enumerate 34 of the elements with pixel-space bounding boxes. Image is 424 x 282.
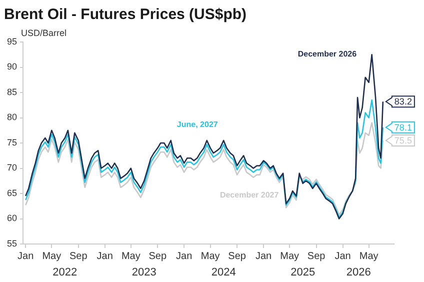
x-tick-label: May <box>200 250 220 262</box>
x-tick-label: Jan <box>96 250 113 262</box>
x-tick-label: Sep <box>307 250 326 262</box>
y-tick-label: 55 <box>6 238 18 248</box>
x-tick-label: Jan <box>176 250 192 262</box>
x-tick-label: May <box>280 250 300 262</box>
y-tick-label: 85 <box>6 86 18 97</box>
x-tick-label: May <box>359 250 378 262</box>
y-tick-label: 95 <box>6 36 18 46</box>
x-tick-label: Jan <box>255 250 272 262</box>
x-tick-label: Jan <box>18 250 34 262</box>
data-label: 78.1 <box>394 122 412 132</box>
y-tick-label: 60 <box>6 213 18 224</box>
y-tick-label: 70 <box>6 162 18 173</box>
x2-tick-label: 2025 <box>290 266 316 279</box>
y-tick-label: 90 <box>6 62 18 72</box>
x2-tick-label: 2022 <box>52 266 78 279</box>
y-tick-label: 65 <box>6 188 18 198</box>
x-tick-label: May <box>42 250 62 262</box>
x-tick-label: Sep <box>228 250 246 262</box>
x2-tick-label: 2026 <box>346 266 371 279</box>
y-tick-label: 80 <box>6 112 18 122</box>
text: June, 2027 <box>176 120 218 130</box>
x-tick-label: Jan <box>334 250 351 262</box>
y-axis-title: USD/Barrel <box>21 28 67 38</box>
data-label: 83.2 <box>394 96 412 107</box>
x-tick-label: Sep <box>69 250 88 262</box>
x-tick-label: Sep <box>148 250 167 262</box>
x-tick-label: May <box>121 250 140 262</box>
y-tick-label: 75 <box>6 137 18 148</box>
x2-tick-label: 2023 <box>132 266 156 279</box>
series-label: December 2026 <box>298 49 358 58</box>
x2-tick-label: 2024 <box>211 266 236 279</box>
chart-title: Brent Oil - Futures Prices (US$pb) <box>4 6 247 24</box>
